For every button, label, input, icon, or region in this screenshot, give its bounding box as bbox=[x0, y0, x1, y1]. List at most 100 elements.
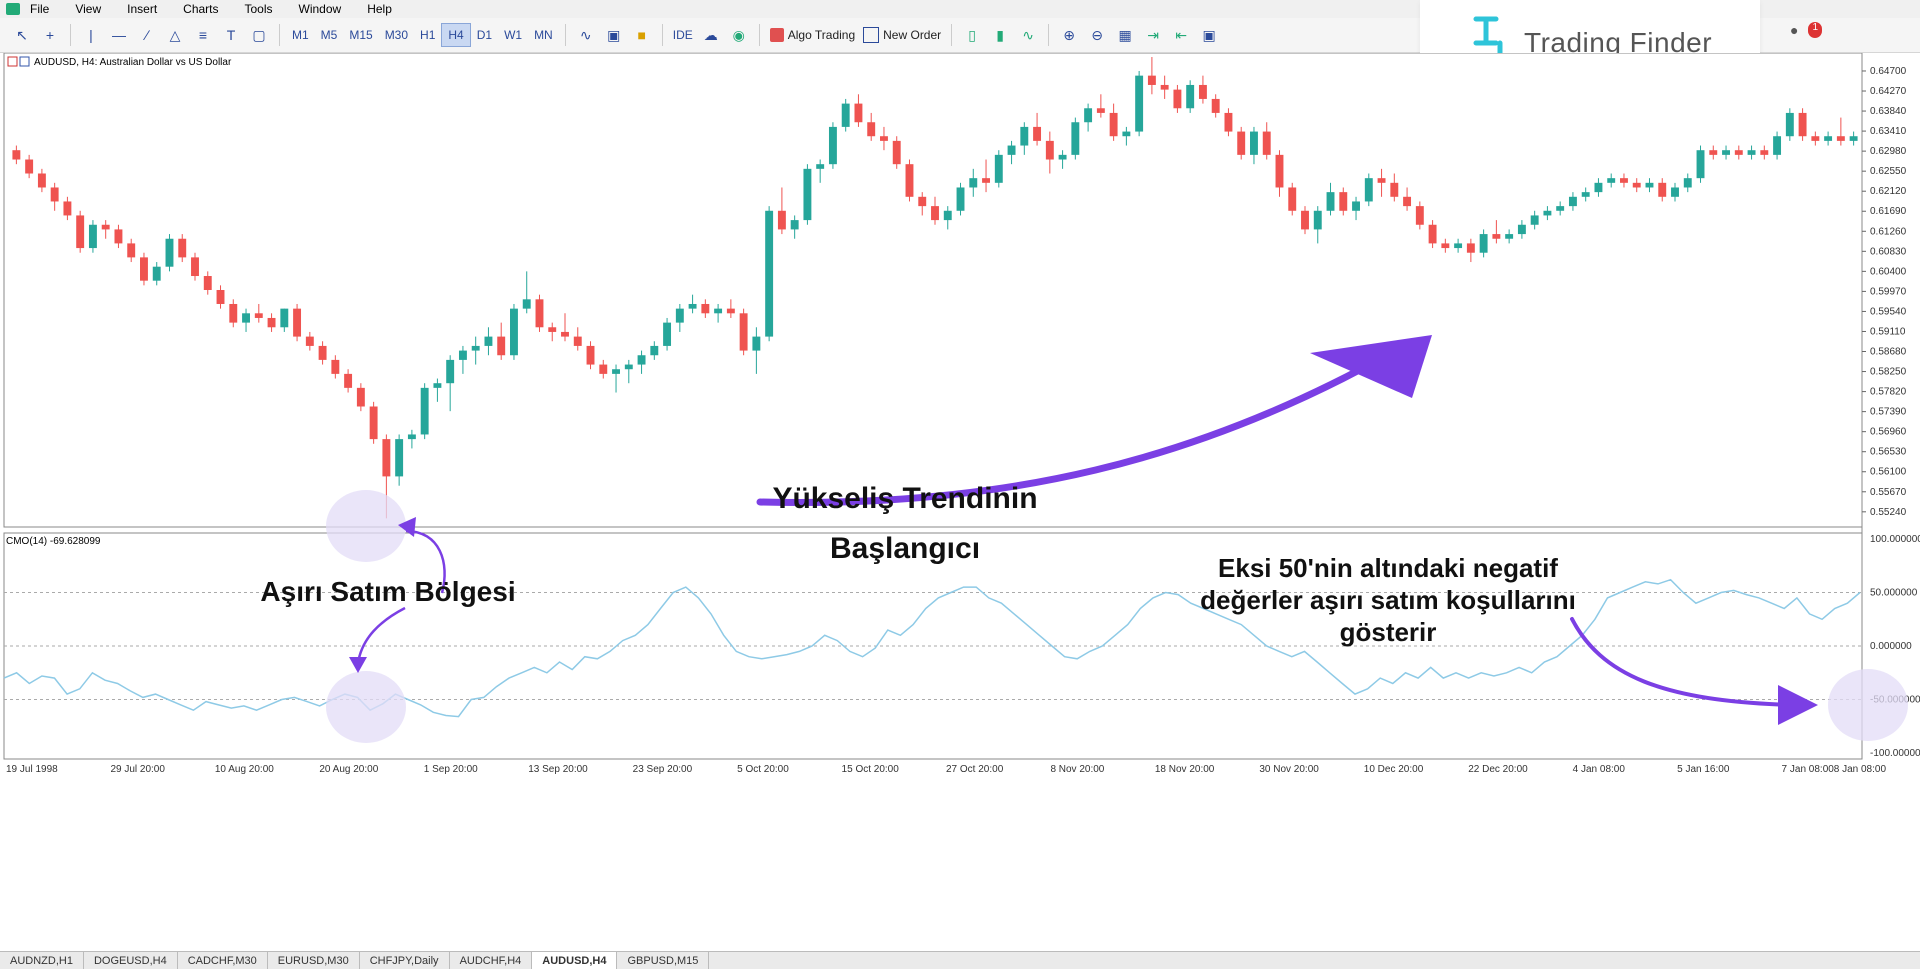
indicators-icon[interactable]: ∿ bbox=[579, 26, 592, 43]
note-annotation-line1: Eksi 50'nin altındaki negatif bbox=[1218, 553, 1558, 583]
price-chart[interactable]: 0.64700 0.64270 0.63840 0.63410 0.62980 0.625… bbox=[0, 52, 1920, 951]
account-icon[interactable]: ● bbox=[1790, 22, 1799, 38]
candle-body bbox=[446, 359, 455, 384]
divider bbox=[1048, 24, 1050, 46]
candle-body bbox=[726, 308, 735, 314]
trendline-icon[interactable]: ∕ bbox=[145, 27, 149, 43]
candle-body bbox=[1275, 154, 1284, 188]
tab-audchf-h4[interactable]: AUDCHF,H4 bbox=[450, 952, 533, 969]
candle-body bbox=[433, 383, 442, 388]
price-tick-label: 0.56960 bbox=[1870, 427, 1907, 438]
signals-icon[interactable]: ◉ bbox=[732, 26, 745, 43]
candle-body bbox=[1747, 150, 1756, 155]
scripts-icon[interactable]: ■ bbox=[637, 27, 646, 43]
time-tick-label: 8 Jan 08:00 bbox=[1834, 764, 1887, 775]
timeframe-mn[interactable]: MN bbox=[534, 28, 553, 42]
timeframe-h4[interactable]: H4 bbox=[441, 23, 471, 47]
candle-body bbox=[982, 178, 990, 183]
timeframe-m1[interactable]: M1 bbox=[292, 28, 309, 42]
menu-file[interactable]: File bbox=[30, 2, 50, 16]
screenshot-icon[interactable]: ▣ bbox=[1202, 26, 1216, 43]
timeframe-m30[interactable]: M30 bbox=[384, 28, 409, 42]
candle-body bbox=[828, 126, 837, 165]
price-tick-label: 0.62550 bbox=[1870, 166, 1907, 177]
grid-icon[interactable]: ▦ bbox=[1118, 26, 1132, 43]
candle-body bbox=[624, 364, 633, 370]
bar-chart-icon[interactable]: ▯ bbox=[968, 26, 977, 43]
tab-audusd-h4[interactable]: AUDUSD,H4 bbox=[532, 952, 618, 969]
cloud-icon[interactable]: ☁ bbox=[703, 26, 718, 43]
ide-button[interactable]: IDE bbox=[672, 28, 693, 42]
notification-badge[interactable]: 1 bbox=[1808, 22, 1823, 38]
chart-shift-icon[interactable]: ⇤ bbox=[1175, 26, 1188, 43]
time-tick-label: 22 Dec 20:00 bbox=[1468, 764, 1528, 775]
candle-body bbox=[1390, 182, 1399, 197]
objects-icon[interactable]: ▢ bbox=[252, 26, 266, 43]
oversold-highlight-cmo bbox=[326, 671, 406, 743]
menu-insert[interactable]: Insert bbox=[127, 2, 158, 16]
oversold-down-arrow bbox=[356, 606, 406, 664]
candle-body bbox=[1173, 89, 1182, 109]
candle-body bbox=[943, 210, 952, 221]
algo-trading-label: Algo Trading bbox=[787, 28, 856, 42]
candle-body bbox=[1620, 178, 1628, 183]
templates-icon[interactable]: ▣ bbox=[607, 26, 621, 43]
candle-body bbox=[1288, 187, 1297, 211]
candle-body bbox=[1352, 201, 1360, 211]
candle-body bbox=[1671, 187, 1679, 197]
timeframe-w1[interactable]: W1 bbox=[504, 28, 523, 42]
tab-gbpusd-m15[interactable]: GBPUSD,M15 bbox=[617, 952, 710, 969]
menu-charts[interactable]: Charts bbox=[183, 2, 219, 16]
autoscroll-icon[interactable]: ⇥ bbox=[1147, 26, 1160, 43]
time-tick-label: 10 Aug 20:00 bbox=[215, 764, 274, 775]
text-icon[interactable]: T bbox=[226, 27, 236, 43]
new-order-button[interactable]: New Order bbox=[859, 23, 945, 47]
vertical-line-icon[interactable]: | bbox=[89, 27, 93, 43]
line-chart-icon[interactable]: ∿ bbox=[1022, 26, 1035, 43]
divider bbox=[661, 24, 663, 46]
cursor-icon[interactable]: ↖ bbox=[16, 26, 28, 43]
price-tick-label: 0.58250 bbox=[1870, 367, 1907, 378]
horizontal-line-icon[interactable]: — bbox=[112, 27, 126, 43]
menu-view[interactable]: View bbox=[75, 2, 102, 16]
divider bbox=[951, 24, 953, 46]
tab-eurusd-m30[interactable]: EURUSD,M30 bbox=[268, 952, 360, 969]
candle-body bbox=[37, 173, 46, 188]
tab-dogeusd-h4[interactable]: DOGEUSD,H4 bbox=[84, 952, 178, 969]
divider bbox=[70, 24, 71, 46]
tab-chfjpy-daily[interactable]: CHFJPY,Daily bbox=[360, 952, 450, 969]
timeframe-m5[interactable]: M5 bbox=[320, 28, 338, 42]
channel-icon[interactable]: ≡ bbox=[198, 27, 208, 43]
algo-trading-button[interactable]: Algo Trading bbox=[766, 23, 859, 47]
trend-annotation-line1: Yükseliş Trendinin bbox=[772, 482, 1037, 515]
shapes-icon[interactable]: △ bbox=[169, 26, 181, 43]
tab-cadchf-m30[interactable]: CADCHF,M30 bbox=[178, 952, 268, 969]
menu-tools[interactable]: Tools bbox=[244, 2, 273, 16]
candle-body bbox=[752, 336, 761, 351]
candle-chart-icon[interactable]: ▮ bbox=[996, 26, 1005, 43]
candle-body bbox=[63, 201, 72, 216]
tab-audnzd-h1[interactable]: AUDNZD,H1 bbox=[0, 952, 84, 969]
candle-body bbox=[701, 303, 710, 314]
candle-body bbox=[178, 238, 187, 258]
candle-body bbox=[637, 355, 646, 365]
oversold-down-arrow-head bbox=[349, 657, 367, 673]
time-tick-label: 23 Sep 20:00 bbox=[633, 764, 693, 775]
chart-window[interactable]: 0.64700 0.64270 0.63840 0.63410 0.62980 0.625… bbox=[0, 52, 1920, 951]
price-tick-label: 0.64700 bbox=[1870, 66, 1907, 77]
candle-body bbox=[1084, 108, 1093, 123]
candle-body bbox=[1198, 84, 1207, 99]
candle-body bbox=[1594, 182, 1603, 193]
menu-help[interactable]: Help bbox=[367, 2, 392, 16]
zoom-in-icon[interactable]: ⊕ bbox=[1063, 26, 1076, 43]
timeframe-d1[interactable]: D1 bbox=[476, 28, 493, 42]
toolbar-right: ● 1 bbox=[1790, 22, 1823, 38]
crosshair-icon[interactable]: + bbox=[45, 27, 55, 43]
candle-body bbox=[739, 313, 748, 351]
timeframe-h1[interactable]: H1 bbox=[420, 28, 436, 42]
candle-body bbox=[1237, 131, 1246, 155]
candle-body bbox=[1403, 196, 1412, 207]
timeframe-m15[interactable]: M15 bbox=[349, 28, 373, 42]
zoom-out-icon[interactable]: ⊖ bbox=[1091, 26, 1104, 43]
menu-window[interactable]: Window bbox=[298, 2, 342, 16]
